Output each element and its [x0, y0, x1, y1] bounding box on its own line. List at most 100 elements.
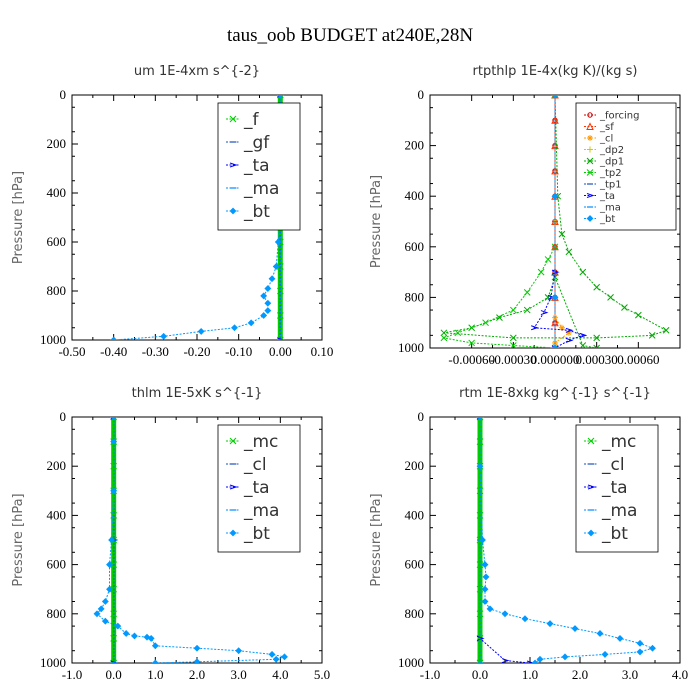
panel-1-legend-marker: [229, 115, 237, 123]
panel-3-series-bt-point: [108, 536, 116, 544]
panel-2-legend-label: _cl: [599, 134, 613, 145]
panel-4-plot-area: [476, 417, 656, 663]
figure-title: taus_oob BUDGET at240E,28N: [227, 25, 473, 46]
panel-1-ytick-label: 0: [60, 87, 67, 102]
panel-2-series-tp2-point: [544, 256, 552, 263]
panel-1-xtick-label: -0.10: [225, 344, 252, 359]
panel-2-series-dp1: [440, 95, 670, 348]
panel-2-xtick-label: -0.00030: [490, 352, 537, 367]
panel-3-legend-label: _ta: [243, 478, 270, 498]
panel-2-legend-label: _tp1: [599, 180, 622, 191]
panel-2-series-sf-point: [551, 318, 559, 327]
panel-2-series-dp1-point: [579, 342, 587, 348]
panel-4-series-ta-point: [501, 658, 510, 663]
panel-4-legend: _mc _cl _ta _ma _bt: [575, 424, 659, 553]
panel-3-legend-label: _cl: [243, 455, 267, 475]
panel-3-series-bt-point: [106, 585, 113, 593]
panel-4-series-bt-point: [481, 598, 489, 605]
panel-4-ytick-label: 600: [405, 557, 425, 572]
panel-2-series-cl-point: [552, 339, 558, 346]
panel-4-series-bt-point: [481, 561, 489, 569]
panel-4-series-bt-point: [649, 644, 656, 652]
panel-1-xtick-label: 0.10: [311, 344, 334, 359]
panel-2-series-tp2-point: [509, 342, 517, 348]
panel-1-series-bt-point: [231, 324, 238, 332]
panel-1-series-bt-point: [274, 238, 282, 246]
panel-2-legend-item-dp2: _dp2: [584, 145, 624, 156]
panel-2-series-dp1-point: [593, 344, 601, 348]
panel-3-ytick-label: 200: [47, 458, 67, 473]
panel-2-legend-label: _dp1: [599, 157, 624, 168]
panel-3-xtick-label: 4.0: [272, 667, 288, 682]
panel-4-series-bt-point: [536, 655, 544, 663]
panel-2-series-cl-point: [552, 314, 558, 321]
panel-2-series-tp2-point: [551, 95, 559, 99]
panel-3-legend-marker: [229, 484, 238, 490]
panel-4: rtm 1E-8xkg kg^{-1} s^{-1} Pressure [hPa]…: [369, 386, 688, 682]
panel-2-series-dp1-point: [579, 268, 587, 276]
panel-4-series-bt-point: [636, 639, 644, 647]
panel-2-ytick-label: 600: [405, 239, 425, 254]
panel-4-ytick-label: 1000: [398, 655, 424, 670]
panel-2-series-tp2-point: [482, 319, 489, 327]
panel-2-series-dp1-point: [648, 331, 656, 339]
panel-4-xtick-label: 0.0: [472, 667, 488, 682]
panel-4-legend-item-ta: _ta: [584, 478, 628, 498]
panel-2-legend-item-tp1: _tp1: [584, 180, 622, 191]
panel-2-legend-marker: [586, 193, 595, 198]
panel-2-series-tp2: [440, 95, 559, 348]
panel-2-series-bt-point: [551, 344, 559, 348]
panel-1-legend-marker: [229, 207, 237, 215]
panel-2-series-bt-point: [551, 192, 559, 200]
panel-4-xtick-label: -1.0: [420, 667, 441, 682]
panel-1-legend-label: _ma: [243, 179, 279, 199]
panel-3-series-bt-point: [114, 622, 122, 630]
panel-1-series-bt-point: [264, 299, 272, 307]
panel-3-series-bt-point: [110, 487, 118, 495]
panel-1-legend-marker: [229, 162, 238, 168]
panel-1-ytick-label: 1000: [40, 332, 66, 347]
panel-2-legend-marker: [586, 122, 594, 130]
panel-1-legend-label: _bt: [243, 202, 270, 222]
panel-2-series-dp1-point: [544, 294, 552, 301]
panel-1-series-ta-point: [277, 337, 285, 340]
panel-3-legend-item-mc: _mc: [226, 432, 278, 452]
panel-2-legend-marker: [586, 157, 594, 165]
panel-2-series-ta-point: [565, 337, 574, 343]
panel-4-series-bt-point: [546, 620, 554, 628]
panel-3-legend-item-ma: _ma: [226, 501, 279, 521]
panel-3-series-bt-point: [131, 632, 138, 640]
panel-1-xtick-label: -0.20: [183, 344, 210, 359]
panel-2-series-dp1-point: [565, 248, 573, 256]
panel-4-series-bt-point: [636, 648, 644, 656]
panel-2-title: rtpthlp 1E-4x(kg K)/(kg s): [473, 64, 638, 79]
panel-3-series-bt-point: [147, 634, 155, 642]
panel-4-series-mc-point: [476, 659, 484, 663]
panel-2-series-ta-point: [579, 332, 588, 338]
panel-1-legend-item-ma: _ma: [226, 179, 279, 199]
panel-4-series-ta-line: [479, 417, 531, 663]
panel-3-title: thlm 1E-5xK s^{-1}: [132, 386, 263, 401]
panel-1-ytick-label: 200: [47, 136, 67, 151]
panel-2-series-bt-point: [551, 293, 559, 301]
panel-4-xtick-label: 2.0: [572, 667, 588, 682]
panel-4-legend-marker: [587, 437, 595, 445]
panel-2-legend-label: _ma: [599, 203, 621, 214]
panel-2-legend-item-forcing: _forcing: [584, 111, 640, 122]
panel-1-legend-item-ta: _ta: [226, 156, 270, 176]
panel-2-series-tp2-point: [454, 329, 462, 337]
panel-2-legend-marker: [587, 112, 593, 118]
panel-1-series-bt-point: [260, 312, 268, 319]
panel-2-xtick-label: 0.00030: [576, 352, 618, 367]
panel-2-ytick-label: 800: [405, 289, 425, 304]
panel-2-series-dp1-point: [496, 314, 503, 321]
panel-2-series-tp2-point: [468, 339, 476, 347]
panel-2-series-dp1-point: [558, 230, 566, 238]
panel-2: rtpthlp 1E-4x(kg K)/(kg s) Pressure [hPa]…: [369, 64, 681, 367]
panel-2-xtick-label: 0.000000: [531, 352, 580, 367]
panel-1-xtick-label: 0.00: [269, 344, 292, 359]
panel-1-legend-label: _ta: [243, 156, 270, 176]
panel-3-ytick-label: 0: [60, 409, 67, 424]
panel-2-series-cl-point: [565, 329, 572, 336]
panel-2-legend-label: _dp2: [599, 145, 624, 156]
